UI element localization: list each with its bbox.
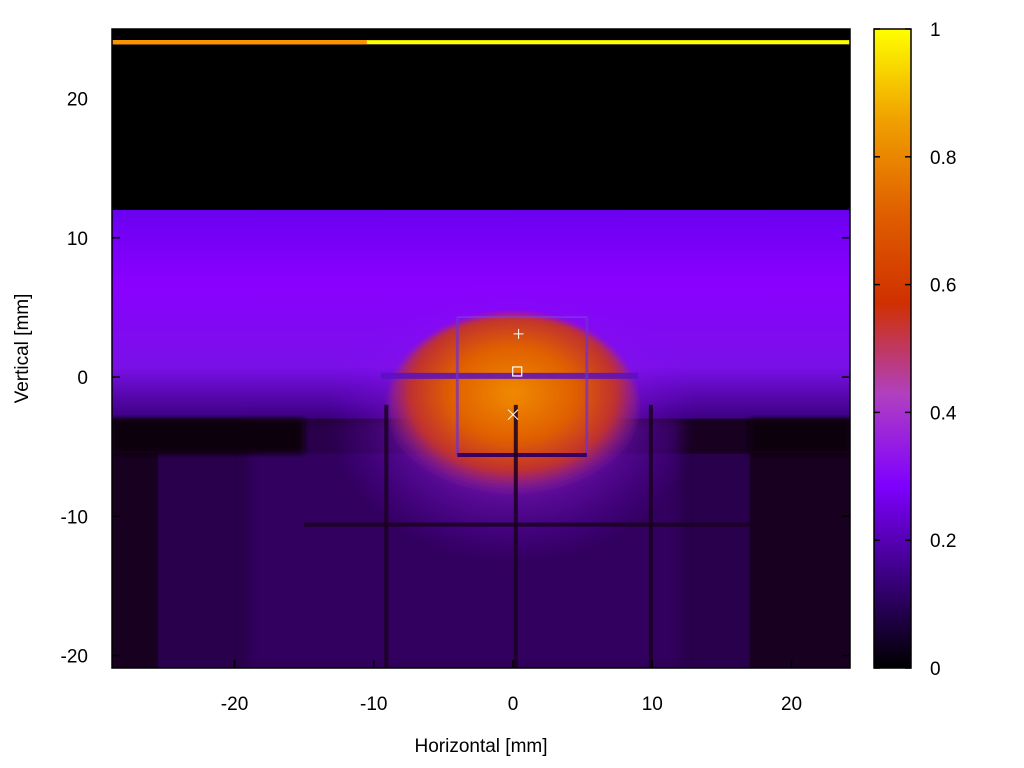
x-axis-label: Horizontal [mm] bbox=[414, 736, 547, 757]
colorbar-tick-label: 0.4 bbox=[930, 403, 957, 424]
colorbar-tick-label: 0 bbox=[930, 659, 941, 680]
marker-cross bbox=[507, 409, 519, 420]
y-tick-label: 10 bbox=[67, 229, 88, 250]
heatmap-image bbox=[112, 29, 850, 668]
orange-core bbox=[387, 314, 639, 503]
x-tick-label: 10 bbox=[642, 694, 663, 715]
x-tick-label: -10 bbox=[360, 694, 387, 715]
y-tick-label: -20 bbox=[61, 646, 88, 667]
y-tick-label: 0 bbox=[77, 368, 88, 389]
y-axis-label: Vertical [mm] bbox=[12, 294, 33, 404]
x-tick-label: 20 bbox=[781, 694, 802, 715]
colorbar-tick-label: 0.8 bbox=[930, 148, 956, 169]
colorbar bbox=[873, 28, 912, 669]
y-axis: -20 -10 0 10 20 bbox=[61, 90, 850, 667]
marker-plus bbox=[513, 328, 524, 339]
top-bright-edge bbox=[112, 40, 850, 45]
y-tick-label: 20 bbox=[67, 90, 88, 111]
marker-square bbox=[512, 366, 523, 377]
x-tick-label: -20 bbox=[221, 694, 248, 715]
markers bbox=[507, 328, 524, 420]
colorbar-tick-label: 0.6 bbox=[930, 276, 956, 297]
x-axis: -20 -10 0 10 20 bbox=[221, 29, 802, 715]
colorbar-tick-label: 1 bbox=[930, 20, 941, 41]
colorbar-tick-label: 0.2 bbox=[930, 531, 956, 552]
y-tick-label: -10 bbox=[61, 507, 88, 528]
x-tick-label: 0 bbox=[508, 694, 519, 715]
colorbar-axis: 0 0.2 0.4 0.6 0.8 1 bbox=[874, 20, 957, 680]
plot-frame bbox=[111, 28, 851, 669]
